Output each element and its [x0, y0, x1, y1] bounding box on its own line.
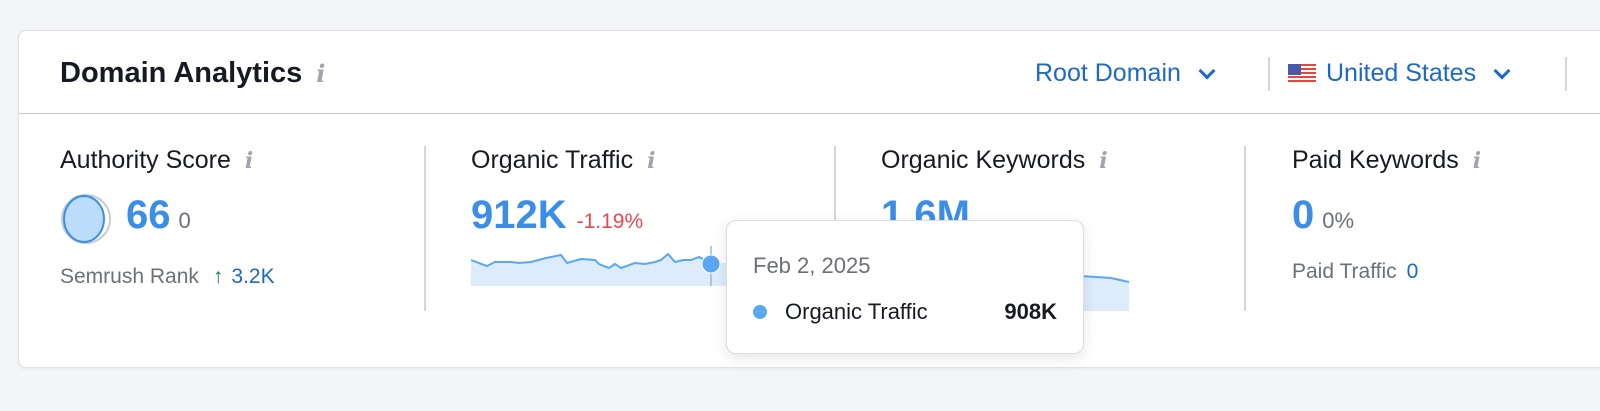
sparkline-line	[471, 252, 712, 270]
metric-value[interactable]: 0	[1292, 193, 1315, 237]
info-icon[interactable]: i	[244, 148, 254, 174]
sparkline-area	[471, 254, 731, 286]
metric-paid-keywords: Paid Keywords i 0 0% Paid Traffic 0	[1292, 146, 1481, 284]
root-domain-dropdown[interactable]: Root Domain	[1035, 59, 1219, 88]
metric-label: Organic Traffic	[471, 146, 634, 174]
metric-organic-traffic: Organic Traffic i 912K -1.19%	[471, 146, 731, 306]
divider	[1565, 57, 1567, 91]
metric-change: -1.19%	[576, 210, 644, 233]
organic-traffic-sparkline[interactable]	[471, 246, 731, 306]
footer-value[interactable]: 3.2K	[231, 265, 275, 288]
metric-label: Organic Keywords	[881, 146, 1086, 174]
info-icon[interactable]: i	[1472, 148, 1482, 174]
footer-value[interactable]: 0	[1406, 260, 1419, 283]
us-flag-icon	[1288, 63, 1316, 84]
domain-analytics-card: Domain Analytics i Root Domain United Sta…	[18, 30, 1600, 368]
tooltip-row: Organic Traffic 908K	[753, 299, 1057, 325]
footer-label: Semrush Rank	[60, 265, 199, 288]
card-header: Domain Analytics i Root Domain United Sta…	[19, 31, 1600, 114]
metric-change: 0%	[1322, 208, 1355, 233]
metric-label: Paid Keywords	[1292, 146, 1459, 174]
chevron-down-icon	[1493, 62, 1511, 79]
chart-tooltip: Feb 2, 2025 Organic Traffic 908K	[726, 220, 1084, 354]
page-title: Domain Analytics i	[60, 57, 325, 90]
semrush-rank: Semrush Rank ↑ 3.2K	[60, 265, 275, 289]
series-dot-icon	[753, 305, 767, 319]
arrow-up-icon: ↑	[212, 265, 224, 288]
metric-value[interactable]: 912K	[471, 193, 567, 237]
country-dropdown[interactable]: United States	[1288, 59, 1514, 88]
metric-change: 0	[178, 208, 191, 233]
paid-traffic: Paid Traffic 0	[1292, 260, 1481, 284]
authority-score-gauge-icon	[61, 194, 111, 244]
info-icon[interactable]: i	[316, 59, 326, 88]
tooltip-date: Feb 2, 2025	[753, 253, 871, 278]
tooltip-value: 908K	[1004, 299, 1057, 324]
metric-value[interactable]: 66	[126, 193, 171, 237]
metric-label: Authority Score	[60, 146, 231, 174]
tooltip-series: Organic Traffic	[785, 299, 928, 324]
info-icon[interactable]: i	[1099, 148, 1108, 174]
info-icon[interactable]: i	[647, 148, 656, 174]
hover-point	[701, 254, 721, 274]
dropdown-label: United States	[1326, 59, 1477, 87]
divider	[1268, 57, 1270, 91]
footer-label: Paid Traffic	[1292, 260, 1397, 283]
divider	[1244, 146, 1246, 311]
metric-authority-score: Authority Score i 66 0 Semrush Rank ↑ 3.2K	[60, 146, 275, 289]
divider	[424, 146, 426, 311]
title-text: Domain Analytics	[60, 57, 303, 89]
chevron-down-icon	[1198, 62, 1216, 79]
dropdown-label: Root Domain	[1035, 59, 1181, 87]
